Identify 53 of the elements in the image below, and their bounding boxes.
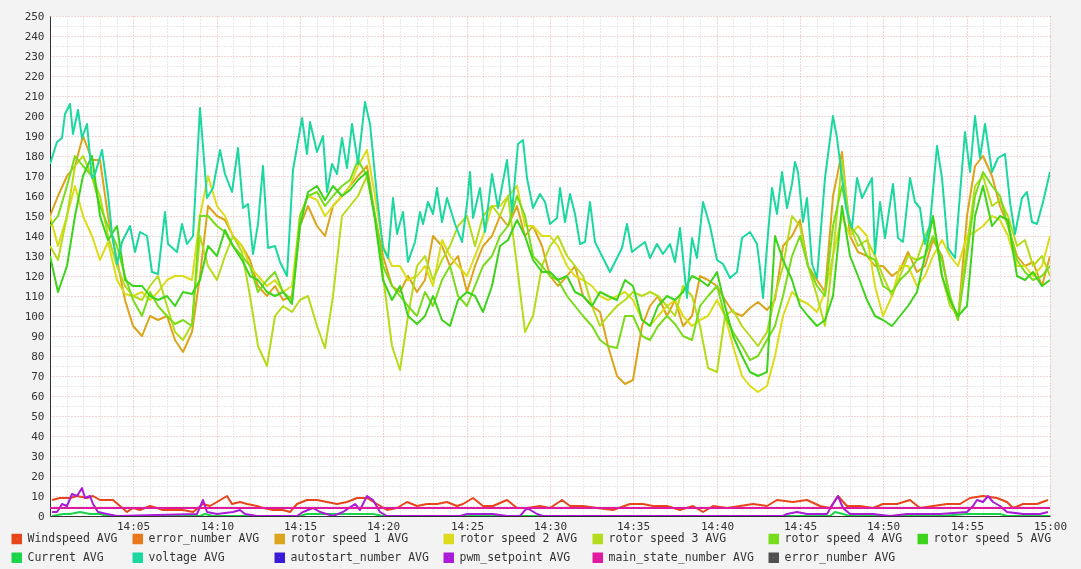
x-tick-label: 14:20 [366, 519, 401, 533]
y-tick-label: 150 [24, 209, 45, 223]
y-tick-label: 30 [31, 449, 45, 463]
y-tick-label: 120 [24, 269, 45, 283]
legend-label: error_number AVG [148, 531, 260, 546]
legend-label: rotor speed 3 AVG [608, 531, 727, 546]
y-tick-label: 140 [24, 229, 45, 243]
y-tick-label: 110 [24, 289, 45, 303]
legend-label: rotor speed 1 AVG [290, 531, 409, 546]
y-tick-label: 20 [31, 469, 45, 483]
y-tick-label: 250 [24, 9, 45, 23]
y-tick-label: 190 [24, 129, 45, 143]
y-tick-label: 210 [24, 89, 45, 103]
line-series [50, 101, 1050, 299]
x-tick-label: 14:05 [116, 519, 151, 533]
x-tick-label: 14:40 [700, 519, 735, 533]
legend-label: rotor speed 4 AVG [784, 531, 903, 546]
y-tick-label: 130 [24, 249, 45, 263]
legend-label: Current AVG [27, 549, 104, 564]
y-tick-label: 50 [31, 409, 45, 423]
y-tick-label: 170 [24, 169, 45, 183]
legend-label: error_number AVG [784, 549, 896, 564]
y-tick-label: 100 [24, 309, 45, 323]
x-tick-label: 14:15 [283, 519, 318, 533]
legend-label: rotor speed 5 AVG [933, 531, 1052, 546]
x-tick-label: 15:00 [1033, 519, 1068, 533]
x-tick-label: 14:45 [783, 519, 818, 533]
y-tick-label: 160 [24, 189, 45, 203]
y-tick-label: 60 [31, 389, 45, 403]
legend-label: pwm_setpoint AVG [459, 549, 571, 564]
x-tick-label: 14:30 [533, 519, 568, 533]
y-tick-label: 10 [31, 489, 45, 503]
line-series [51, 495, 1049, 513]
legend-label: autostart_number AVG [290, 549, 430, 564]
x-tick-label: 14:10 [200, 519, 235, 533]
y-tick-label: 40 [31, 429, 45, 443]
x-tick-label: 14:55 [950, 519, 985, 533]
y-tick-label: 70 [31, 369, 45, 383]
legend-label: Windspeed AVG [27, 531, 118, 546]
y-tick-label: 200 [24, 109, 45, 123]
legend-label: rotor speed 2 AVG [459, 531, 578, 546]
legend-label: main_state_number AVG [608, 549, 754, 564]
x-tick-label: 14:35 [616, 519, 651, 533]
x-tick-label: 14:25 [450, 519, 485, 533]
y-tick-label: 230 [24, 49, 45, 63]
y-tick-label: 90 [31, 329, 45, 343]
y-tick-label: 0 [37, 509, 45, 523]
legend-label: voltage AVG [148, 549, 225, 564]
y-tick-label: 80 [31, 349, 45, 363]
y-tick-label: 240 [24, 29, 45, 43]
y-tick-label: 180 [24, 149, 45, 163]
y-tick-label: 220 [24, 69, 45, 83]
x-tick-label: 14:50 [866, 519, 901, 533]
